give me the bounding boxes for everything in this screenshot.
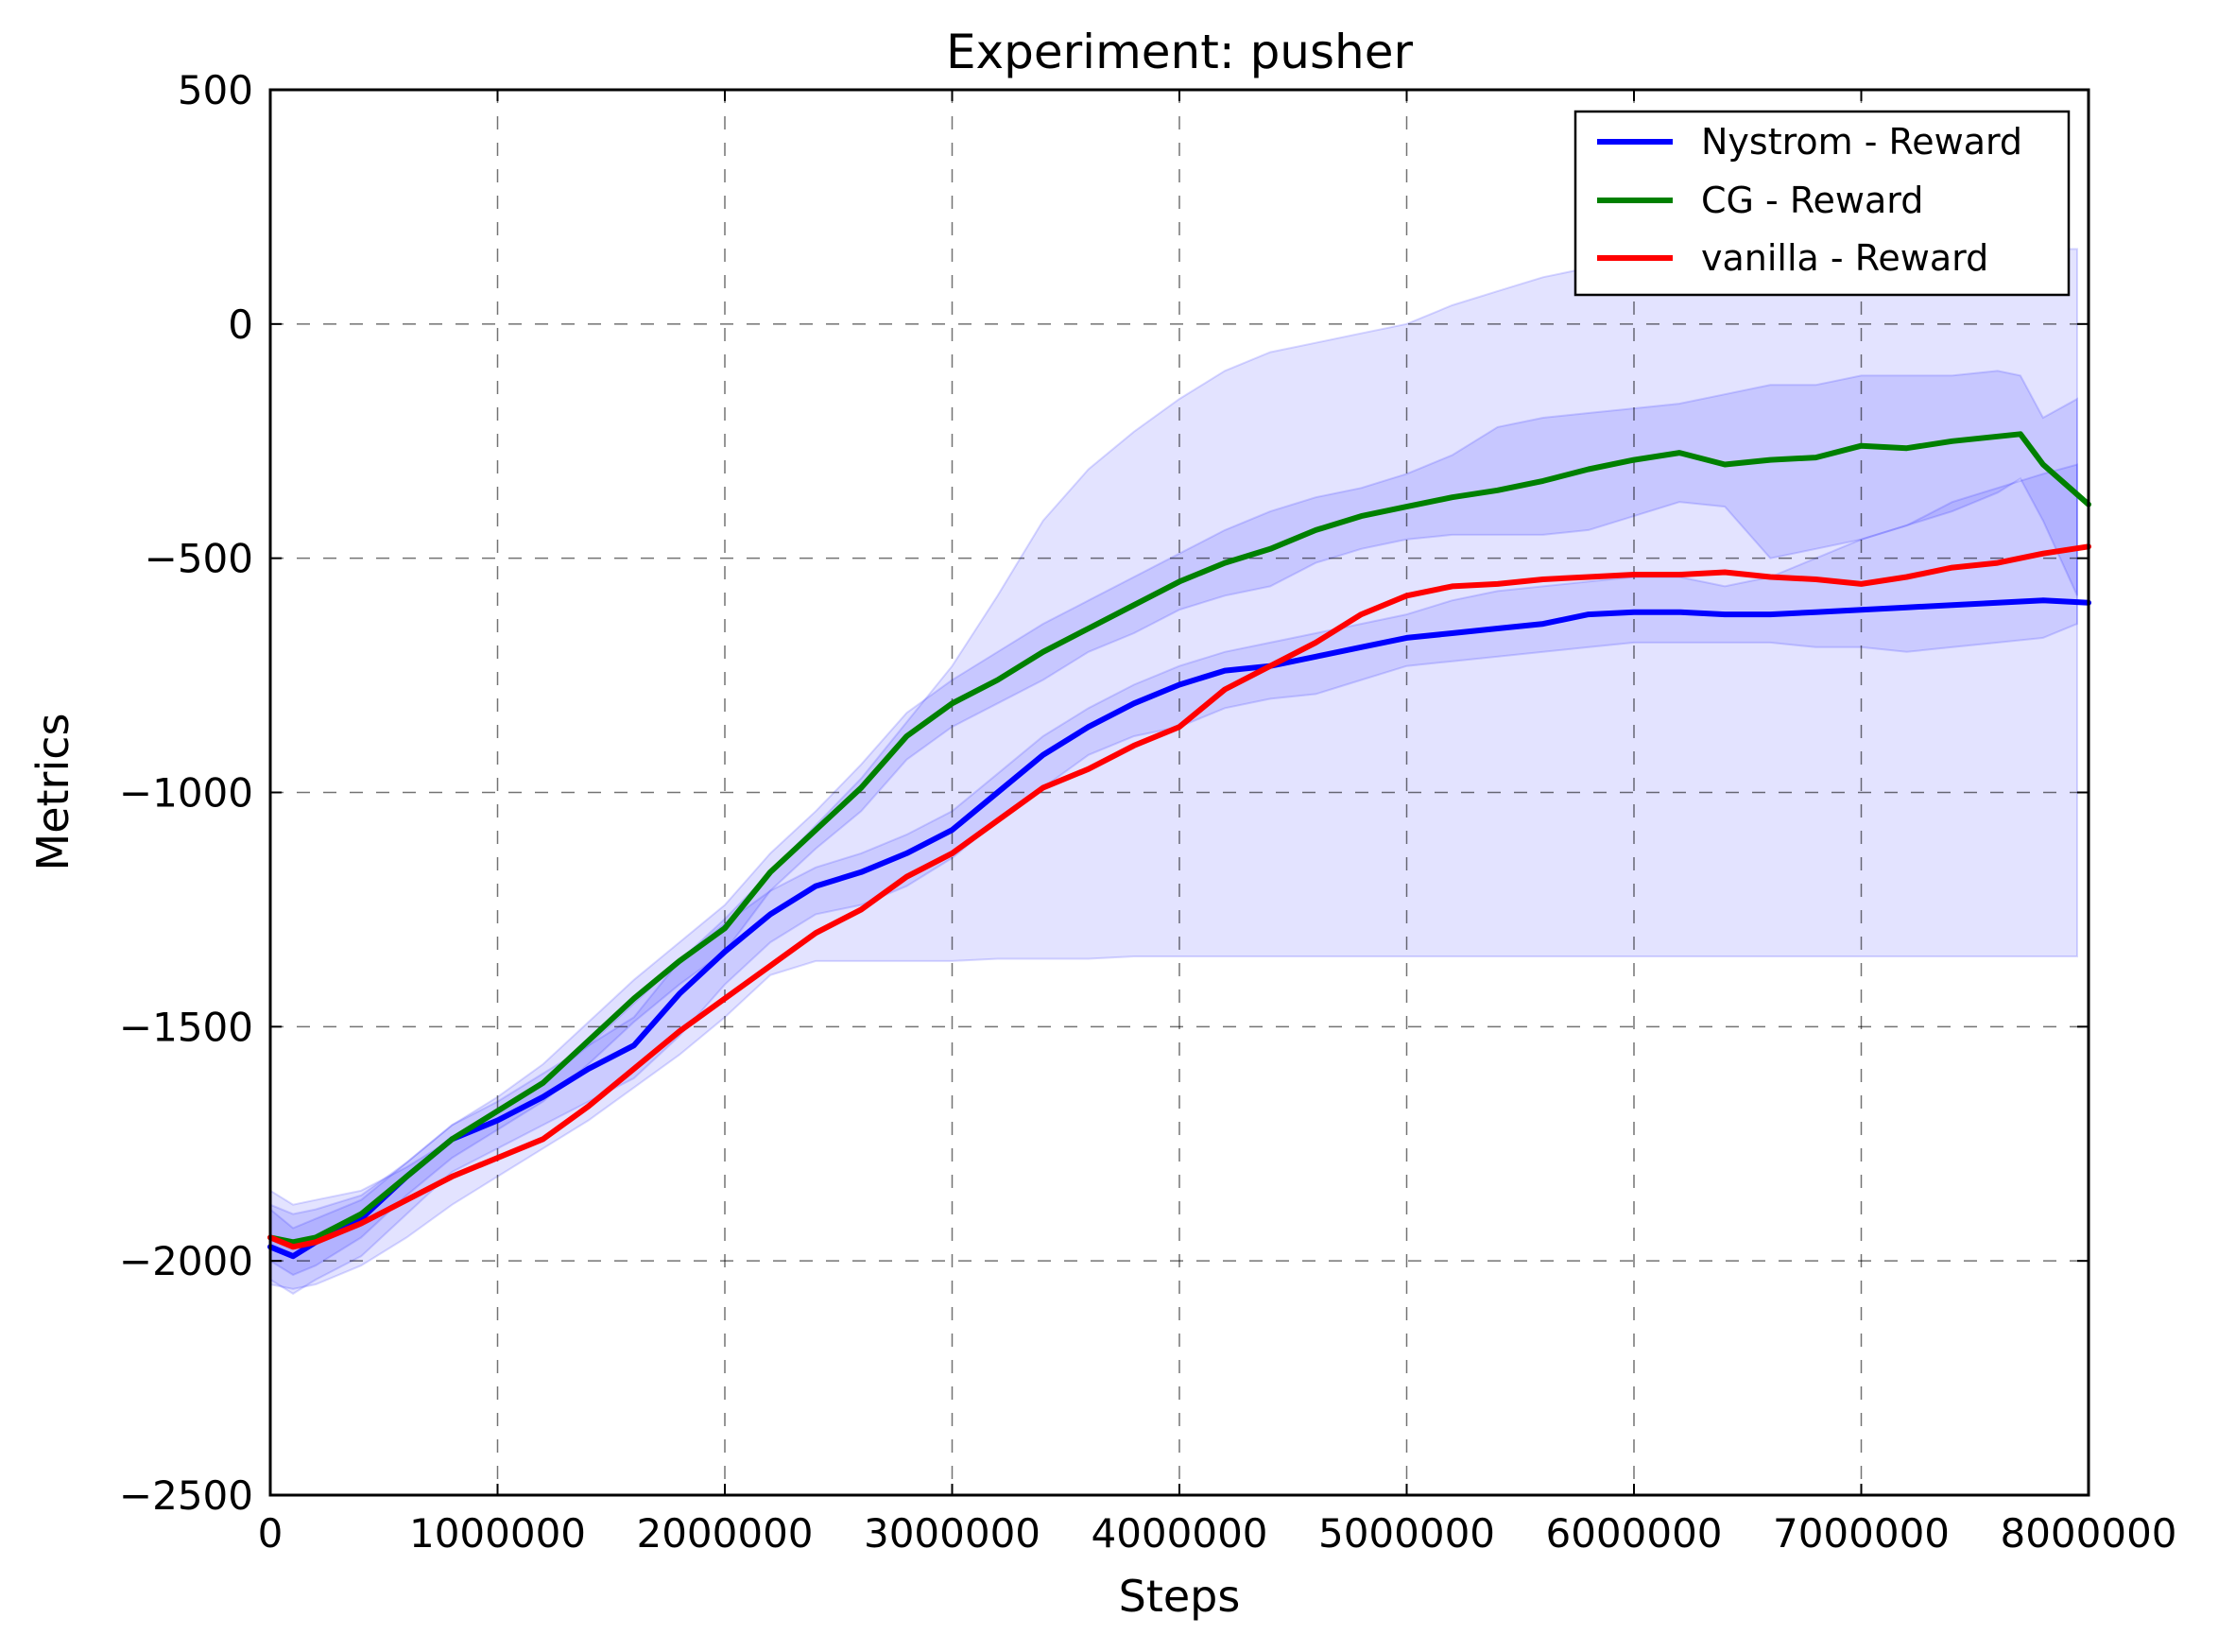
chart-title: Experiment: pusher xyxy=(946,25,1414,79)
legend-label-nystrom: Nystrom - Reward xyxy=(1701,121,2022,163)
band-vanilla-reward-band xyxy=(269,245,2078,1290)
band-nystrom-reward-band xyxy=(269,463,2078,1296)
legend-label-vanilla: vanilla - Reward xyxy=(1701,237,1988,279)
y-tick-label: −2000 xyxy=(119,1238,253,1284)
x-tick-label: 2000000 xyxy=(636,1510,813,1557)
x-tick-label: 1000000 xyxy=(409,1510,586,1557)
x-tick-label: 5000000 xyxy=(1318,1510,1495,1557)
axis-ticks xyxy=(269,89,2089,1496)
tick-labels: 0 1000000 2000000 3000000 4000000 5000000 6000… xyxy=(119,67,2177,1557)
x-axis-label: Steps xyxy=(1119,1571,1241,1622)
x-tick-label: 3000000 xyxy=(864,1510,1040,1557)
series-line-nystrom-reward xyxy=(267,597,2091,1260)
legend-entry-nystrom: Nystrom - Reward xyxy=(1597,121,2022,163)
legend: Nystrom - Reward CG - Reward vanilla - R… xyxy=(1573,110,2071,297)
y-tick-label: −500 xyxy=(145,536,253,582)
y-tick-label: 0 xyxy=(228,301,253,348)
x-tick-label: 0 xyxy=(258,1510,284,1557)
x-tick-label: 8000000 xyxy=(2000,1510,2176,1557)
x-tick-label: 6000000 xyxy=(1545,1510,1722,1557)
legend-label-cg: CG - Reward xyxy=(1701,180,1923,221)
legend-entry-vanilla: vanilla - Reward xyxy=(1597,237,1988,279)
y-axis-label: Metrics xyxy=(27,714,78,871)
series-line-cg-reward xyxy=(267,431,2091,1246)
x-tick-label: 7000000 xyxy=(1773,1510,1950,1557)
y-tick-label: −1000 xyxy=(119,770,253,817)
confidence-bands xyxy=(269,245,2078,1296)
series-lines xyxy=(267,431,2091,1260)
x-tick-label: 4000000 xyxy=(1091,1510,1267,1557)
y-tick-label: −2500 xyxy=(119,1472,253,1519)
series-line-vanilla-reward xyxy=(267,543,2091,1250)
band-cg-reward-band xyxy=(269,370,2078,1277)
legend-entry-cg: CG - Reward xyxy=(1597,180,1923,221)
y-tick-label: 500 xyxy=(178,67,253,113)
y-tick-label: −1500 xyxy=(119,1004,253,1050)
grid xyxy=(270,90,2089,1495)
